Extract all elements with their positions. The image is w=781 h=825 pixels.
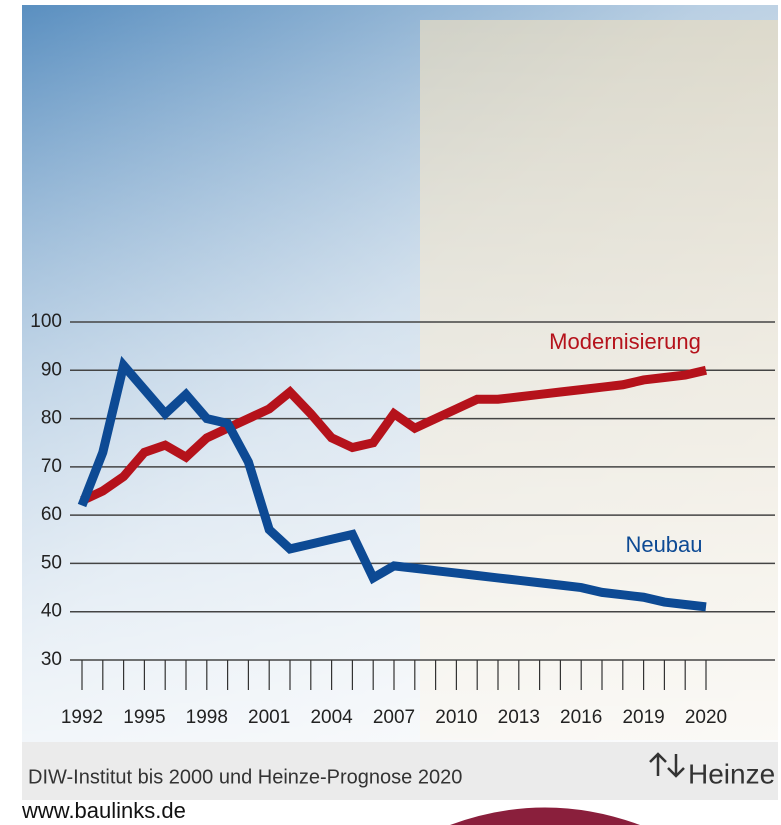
series-label: Neubau <box>625 532 702 557</box>
x-tick-label: 2010 <box>435 707 477 728</box>
x-tick-label: 1998 <box>186 707 228 728</box>
chart: DIW-Institut bis 2000 und Heinze-Prognos… <box>0 0 781 825</box>
y-tick-label: 70 <box>41 456 62 477</box>
x-tick-label: 2019 <box>622 707 664 728</box>
y-tick-label: 100 <box>30 311 62 332</box>
x-tick-label: 1995 <box>123 707 165 728</box>
series-label: Modernisierung <box>549 329 701 354</box>
y-tick-label: 40 <box>41 601 62 622</box>
x-tick-label: 2016 <box>560 707 602 728</box>
x-tick-label: 2001 <box>248 707 290 728</box>
website: www.baulinks.de <box>21 798 186 823</box>
x-tick-label: 2007 <box>373 707 415 728</box>
x-tick-label: 2020 <box>685 707 727 728</box>
y-tick-label: 30 <box>41 649 62 670</box>
y-tick-label: 60 <box>41 504 62 525</box>
decoration-arc <box>450 808 640 825</box>
x-tick-label: 2004 <box>310 707 353 728</box>
brand-name: Heinze <box>688 758 775 789</box>
y-tick-label: 50 <box>41 552 62 573</box>
x-tick-label: 1992 <box>61 707 103 728</box>
source: DIW-Institut bis 2000 und Heinze-Prognos… <box>28 766 462 788</box>
y-tick-label: 90 <box>41 359 62 380</box>
y-tick-label: 80 <box>41 408 62 429</box>
x-tick-label: 2013 <box>498 707 540 728</box>
